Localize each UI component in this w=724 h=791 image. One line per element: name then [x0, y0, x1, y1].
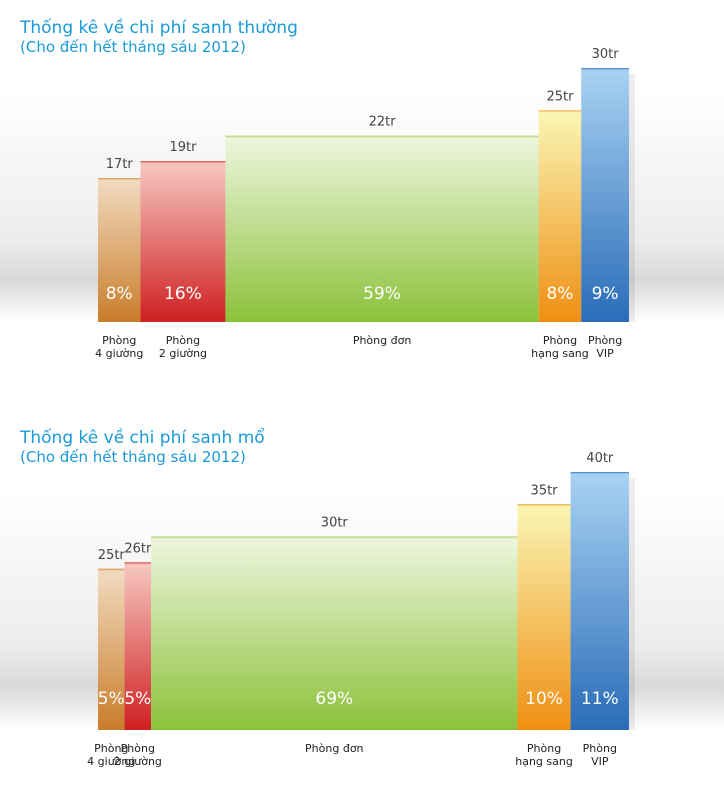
- share-label: 8%: [106, 284, 133, 304]
- chart-canvas: 17tr 8% Phòng 4 giường 19tr 16% Phòng 2 giường 2…: [0, 47, 724, 360]
- share-label: 9%: [592, 284, 619, 304]
- category-label: Phòng hạng sang: [515, 742, 573, 768]
- bar: [140, 161, 226, 322]
- share-label: 69%: [315, 689, 353, 709]
- chart-canvas: 25tr 5% Phòng 4 giường 26tr 5% Phòng 2 giường 30…: [0, 451, 724, 768]
- chart-title: Thống kê về chi phí sanh mổ: [20, 428, 265, 448]
- category-label: Phòng đơn: [353, 334, 411, 347]
- category-label: Phòng đơn: [305, 742, 363, 755]
- bar-cap: [124, 562, 152, 566]
- value-label: 25tr: [546, 89, 574, 104]
- value-label: 17tr: [106, 157, 134, 172]
- chart-subtitle: (Cho đến hết tháng sáu 2012): [20, 448, 246, 466]
- value-label: 30tr: [321, 516, 349, 531]
- bar-cap: [517, 504, 571, 508]
- bar-shadow: [629, 478, 635, 730]
- bar: [98, 568, 125, 730]
- bar: [538, 110, 582, 322]
- share-label: 16%: [164, 284, 202, 304]
- bar: [151, 536, 518, 730]
- category-label: Phòng VIP: [583, 742, 617, 768]
- bar: [98, 178, 141, 322]
- category-label: Phòng 4 giường: [95, 334, 143, 360]
- share-label: 59%: [363, 284, 401, 304]
- bar-shadow: [629, 74, 635, 322]
- share-label: 8%: [546, 284, 573, 304]
- bar: [124, 562, 152, 730]
- share-label: 5%: [98, 689, 125, 709]
- value-label: 25tr: [98, 548, 126, 563]
- bar-cap: [225, 135, 539, 139]
- category-label: Phòng VIP: [588, 334, 622, 360]
- bar-cap: [151, 536, 518, 540]
- value-label: 19tr: [169, 140, 197, 155]
- category-label: Phòng 2 giường: [114, 742, 162, 768]
- value-label: 40tr: [586, 451, 614, 466]
- bar-cap: [98, 568, 125, 572]
- bar-cap: [538, 110, 582, 114]
- category-label: Phòng 4 giường: [87, 742, 135, 768]
- share-label: 11%: [581, 689, 619, 709]
- value-label: 26tr: [124, 541, 152, 556]
- bar-cap: [140, 161, 226, 165]
- share-label: 5%: [124, 689, 151, 709]
- category-label: Phòng 2 giường: [159, 334, 207, 360]
- bar: [581, 68, 629, 322]
- value-label: 35tr: [531, 483, 559, 498]
- chart-subtitle: (Cho đến hết tháng sáu 2012): [20, 38, 246, 56]
- share-label: 10%: [525, 689, 563, 709]
- value-label: 22tr: [369, 115, 397, 130]
- bar: [225, 135, 539, 322]
- bar: [517, 504, 571, 730]
- bar: [570, 472, 629, 730]
- chart-title: Thống kê về chi phí sanh thường: [20, 18, 298, 38]
- bar-cap: [98, 178, 141, 182]
- bar-cap: [581, 68, 629, 71]
- chart-normal-birth: Thống kê về chi phí sanh thường (Cho đến…: [0, 0, 724, 370]
- chart-c-section: Thống kê về chi phí sanh mổ (Cho đến hết…: [0, 410, 724, 791]
- category-label: Phòng hạng sang: [531, 334, 589, 360]
- bar-cap: [570, 472, 629, 475]
- value-label: 30tr: [592, 47, 620, 62]
